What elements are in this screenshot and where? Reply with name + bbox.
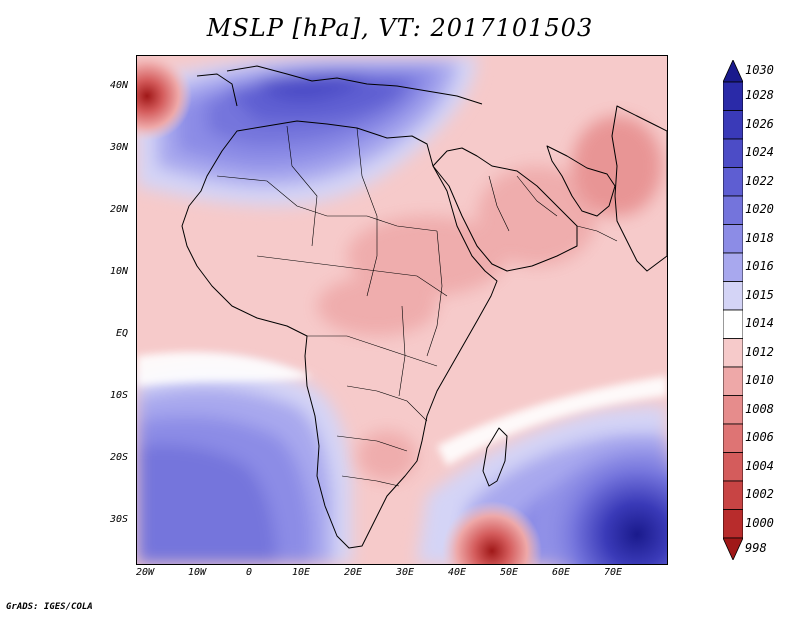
pressure-map (136, 55, 668, 565)
colorbar-label: 1004 (745, 458, 774, 473)
colorbar-label: 1014 (745, 316, 774, 331)
colorbar-cell (723, 281, 743, 311)
colorbar-cell (723, 81, 743, 111)
lat-label: 20N (109, 204, 128, 215)
transition-band (137, 352, 667, 466)
lat-label: 30N (109, 142, 128, 153)
chart-title: MSLP [hPa], VT: 2017101503 (206, 14, 594, 42)
colorbar-cell (723, 138, 743, 168)
colorbar (723, 60, 743, 560)
colorbar-label: 1010 (745, 373, 774, 388)
lat-label: 40N (109, 80, 128, 91)
lon-label: 60E (551, 567, 571, 578)
lon-label: 10E (291, 567, 311, 578)
colorbar-label: 1006 (745, 430, 774, 445)
colorbar-cell (723, 195, 743, 225)
lat-label: 10S (109, 390, 128, 401)
colorbar-cell (723, 167, 743, 197)
colorbar-cell (723, 395, 743, 425)
colorbar-label: 998 (745, 541, 767, 555)
colorbar-label: 1030 (745, 63, 774, 77)
northern-high-field (137, 56, 477, 206)
map-svg (137, 56, 667, 564)
lon-label: 70E (603, 567, 623, 578)
country-borders (216, 125, 618, 487)
colorbar-label: 1028 (745, 88, 774, 103)
colorbar-label: 1020 (745, 202, 774, 217)
colorbar-cell (723, 537, 743, 560)
atlantic-low (137, 56, 192, 141)
colorbar-cell (723, 452, 743, 482)
colorbar-label: 1008 (745, 401, 774, 416)
colorbar-label: 1024 (745, 145, 774, 160)
colorbar-label: 1000 (745, 515, 774, 530)
colorbar-cell (723, 366, 743, 396)
lon-label: 20W (135, 567, 155, 578)
colorbar-cell (723, 480, 743, 510)
colorbar-cell (723, 509, 743, 539)
colorbar-cell (723, 110, 743, 140)
coastlines (181, 65, 667, 549)
colorbar-cell (723, 224, 743, 254)
lon-label: 50E (499, 567, 519, 578)
colorbar-cell (723, 252, 743, 282)
colorbar-cell (723, 60, 743, 83)
lon-label: 0 (245, 567, 253, 578)
colorbar-label: 1022 (745, 173, 774, 188)
southern-low (442, 501, 542, 564)
colorbar-label: 1002 (745, 487, 774, 502)
lon-label: 20E (343, 567, 363, 578)
indian-ocean-high (517, 416, 667, 564)
lon-label: 40E (447, 567, 467, 578)
colorbar-cell (723, 338, 743, 368)
lat-label: 10N (109, 266, 128, 277)
colorbar-label: 1018 (745, 230, 774, 245)
grads-credit: GrADS: IGES/COLA (6, 602, 93, 612)
colorbar-label: 1026 (745, 116, 774, 131)
colorbar-label: 1012 (745, 344, 774, 359)
colorbar-cell (723, 423, 743, 453)
lat-label: EQ (115, 328, 128, 339)
lat-label: 30S (109, 514, 128, 525)
lon-label: 10W (187, 567, 207, 578)
colorbar-label: 1015 (745, 287, 774, 302)
colorbar-cell (723, 309, 743, 339)
lon-label: 30E (395, 567, 415, 578)
colorbar-label: 1016 (745, 259, 774, 274)
lat-label: 20S (109, 452, 128, 463)
